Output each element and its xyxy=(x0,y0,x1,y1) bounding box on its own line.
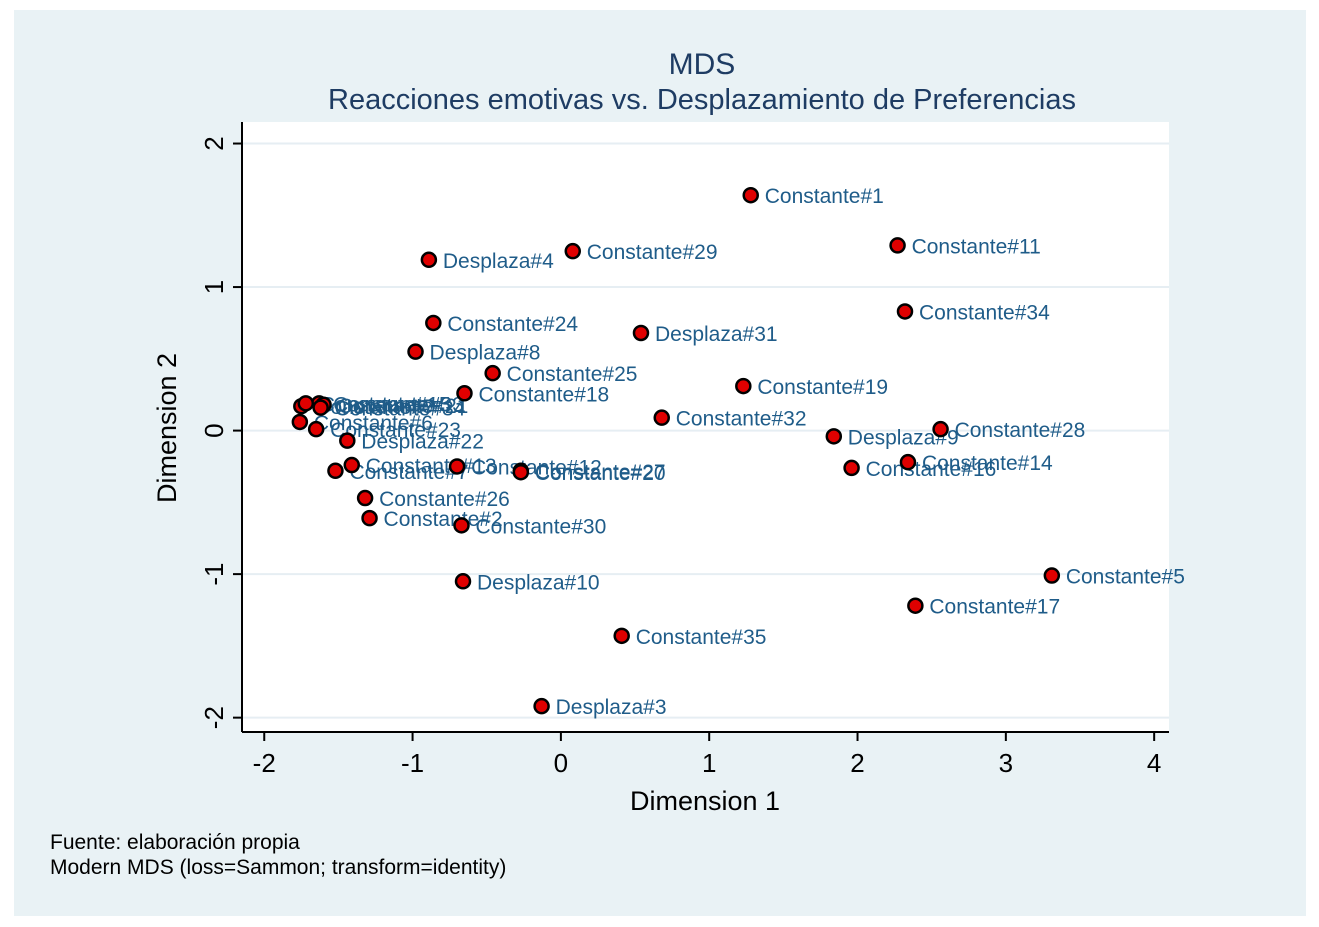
point-label: Constante#7 xyxy=(315,396,434,419)
point-label: Constante#23 xyxy=(330,419,461,442)
plot-area xyxy=(242,122,1169,732)
point-label: Constante#11 xyxy=(912,235,1041,258)
point-label: Constante#20 xyxy=(535,462,666,485)
data-point xyxy=(613,627,630,645)
point-label: Constante#24 xyxy=(447,313,578,336)
data-point xyxy=(456,385,473,402)
x-tick-label: 4 xyxy=(1147,748,1161,778)
point-label: Constante#17 xyxy=(929,596,1060,619)
grid-layer xyxy=(242,142,1169,719)
data-point xyxy=(484,364,501,382)
point-label: Desplaza#8 xyxy=(430,342,541,365)
point-label: Constante#26 xyxy=(379,488,510,511)
point-label: Desplaza#22 xyxy=(361,431,484,454)
x-tick-label: 0 xyxy=(554,748,568,778)
point-label: Constante#35 xyxy=(636,626,767,649)
source-note: Fuente: elaboración propia xyxy=(50,831,300,854)
x-tick-label: -1 xyxy=(401,748,424,778)
data-point xyxy=(361,509,378,527)
chart-subtitle: Reacciones emotivas vs. Desplazamiento d… xyxy=(328,84,1076,116)
point-label: Desplaza#4 xyxy=(443,250,554,273)
point-label: Desplaza#31 xyxy=(655,323,778,346)
point-label: Constante#34 xyxy=(335,398,466,421)
point-label: Constante#32 xyxy=(676,408,807,431)
point-label: Constante#21 xyxy=(338,395,469,418)
point-label: Constante#19 xyxy=(757,376,888,399)
point-labels-layer: Constante#1 Constante#11 Desplaza#4 Constan… xyxy=(314,185,1185,719)
points-layer xyxy=(291,186,1061,715)
point-label: Desplaza#3 xyxy=(556,696,667,719)
axes-layer: -2 -1 0 1 2 3 4 -2 -1 0 1 2 xyxy=(199,122,1169,778)
point-label: Constante#30 xyxy=(476,515,607,538)
data-point xyxy=(735,377,752,395)
y-tick-label: -2 xyxy=(199,706,229,729)
data-point xyxy=(907,597,924,614)
data-point xyxy=(825,428,843,445)
data-point xyxy=(533,697,550,715)
point-label: Constante#28 xyxy=(955,419,1086,442)
data-point xyxy=(343,456,361,474)
point-label: Constante#7 xyxy=(349,461,468,484)
chart-title: MDS xyxy=(669,48,736,81)
point-label: Constante#5 xyxy=(1066,566,1185,589)
data-point xyxy=(425,314,442,332)
point-label: Constante#15 xyxy=(320,393,451,416)
point-label: Constante#34 xyxy=(919,301,1050,324)
data-point xyxy=(339,432,356,449)
data-point xyxy=(448,458,466,475)
y-axis-title: Dimension 2 xyxy=(152,353,182,503)
x-tick-label: 1 xyxy=(702,748,716,778)
y-tick-label: 1 xyxy=(199,280,229,294)
y-tick-label: 2 xyxy=(199,136,229,150)
data-point xyxy=(356,489,374,507)
y-tick-label: 0 xyxy=(199,423,229,437)
point-label: Constante#13 xyxy=(366,455,497,478)
data-point xyxy=(889,237,906,254)
mds-scatter-chart: MDS Reacciones emotivas vs. Desplazamien… xyxy=(50,48,1185,879)
point-label: Desplaza#9 xyxy=(848,426,959,449)
data-point xyxy=(843,459,860,477)
data-point xyxy=(632,324,650,342)
data-point xyxy=(453,517,470,534)
data-point xyxy=(512,463,530,481)
data-point xyxy=(932,420,949,438)
data-point xyxy=(420,251,438,269)
data-point xyxy=(899,453,917,471)
data-point xyxy=(896,303,914,320)
x-tick-label: 3 xyxy=(999,748,1013,778)
x-axis-title: Dimension 1 xyxy=(630,786,780,816)
data-point xyxy=(742,186,759,204)
chart-frame: MDS Reacciones emotivas vs. Desplazamien… xyxy=(14,10,1306,916)
point-label: Constante#14 xyxy=(922,452,1053,475)
data-point xyxy=(297,395,315,412)
point-label: Constante#16 xyxy=(866,458,997,481)
point-label: Constante#12 xyxy=(471,456,602,479)
data-point xyxy=(312,399,329,416)
point-label: Desplaza#10 xyxy=(477,571,600,594)
point-label: Constante#33 xyxy=(333,393,464,416)
data-point xyxy=(564,242,582,260)
data-point xyxy=(307,420,325,438)
point-label: Constante#27 xyxy=(535,461,666,484)
point-label: Constante#25 xyxy=(507,363,638,386)
data-point xyxy=(1043,567,1061,584)
point-label: Constante#18 xyxy=(478,383,609,406)
y-tick-label: -1 xyxy=(199,563,229,586)
data-point xyxy=(407,343,424,360)
point-label: Constante#29 xyxy=(587,241,718,264)
data-point xyxy=(327,462,344,480)
x-tick-label: -2 xyxy=(253,748,276,778)
x-tick-label: 2 xyxy=(850,748,864,778)
point-label: Constante#1 xyxy=(765,185,884,208)
point-label: Constante#2 xyxy=(384,508,503,531)
data-point xyxy=(291,413,309,431)
point-label: Constante#6 xyxy=(314,412,433,435)
method-note: Modern MDS (loss=Sammon; transform=ident… xyxy=(50,856,506,879)
data-point xyxy=(454,573,472,590)
data-point xyxy=(653,409,670,426)
